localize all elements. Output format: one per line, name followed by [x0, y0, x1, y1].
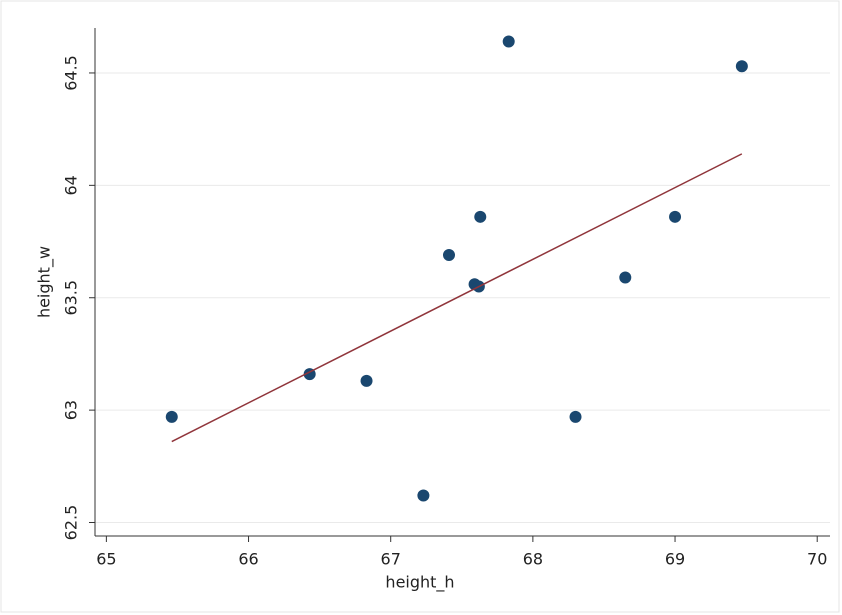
point	[502, 35, 515, 48]
y-axis-label: height_w	[35, 246, 55, 318]
x-tick-label: 69	[665, 550, 685, 569]
point	[619, 271, 632, 284]
y-tick-label: 63	[62, 400, 81, 420]
x-axis-label: height_h	[385, 573, 454, 593]
x-tick-label: 65	[96, 550, 116, 569]
point	[474, 210, 487, 223]
point	[165, 410, 178, 423]
point	[669, 210, 682, 223]
point	[442, 249, 455, 262]
x-tick-label: 70	[807, 550, 827, 569]
x-tick-label: 68	[523, 550, 543, 569]
fit-line	[171, 153, 743, 443]
x-tick-label: 67	[381, 550, 401, 569]
y-tick-label: 62.5	[62, 505, 81, 541]
point	[417, 489, 430, 502]
point	[735, 60, 748, 73]
y-tick-label: 64	[62, 175, 81, 195]
x-tick-label: 66	[238, 550, 258, 569]
y-tick-label: 64.5	[62, 55, 81, 91]
y-tick-label: 63.5	[62, 280, 81, 316]
point	[569, 410, 582, 423]
point	[360, 374, 373, 387]
